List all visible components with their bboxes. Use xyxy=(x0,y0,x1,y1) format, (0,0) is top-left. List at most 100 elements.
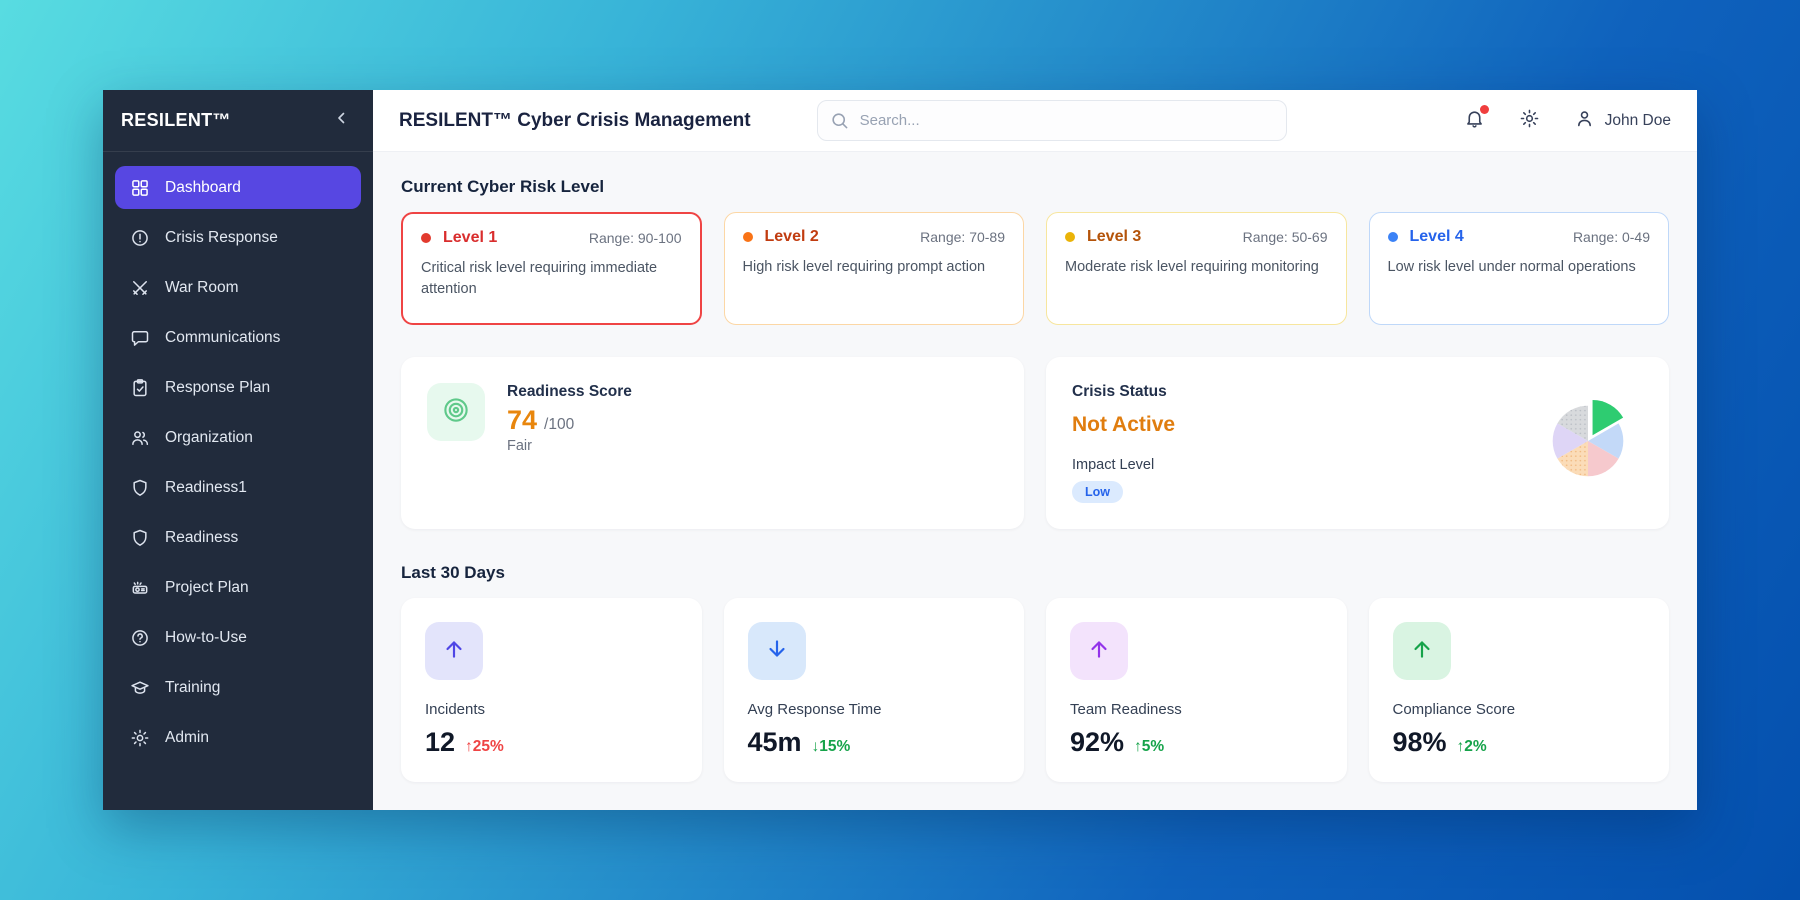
arrow-up-icon-tile xyxy=(425,622,483,680)
sidebar-item-label: Readiness xyxy=(165,528,239,546)
chat-bubble-icon xyxy=(129,327,150,348)
shield-icon xyxy=(129,527,150,548)
user-icon xyxy=(1574,108,1595,134)
arrow-up-icon xyxy=(1086,636,1112,667)
impact-level-badge: Low xyxy=(1072,481,1123,503)
gear-icon xyxy=(129,727,150,748)
settings-button[interactable] xyxy=(1519,108,1540,134)
level-description: High risk level requiring prompt action xyxy=(742,259,986,275)
arrow-up-icon xyxy=(441,636,467,667)
users-icon xyxy=(129,427,150,448)
sidebar-item-organization[interactable]: Organization xyxy=(115,416,361,459)
projector-icon xyxy=(129,577,150,598)
sidebar-item-how-to-use[interactable]: How-to-Use xyxy=(115,616,361,659)
metric-delta: ↑2% xyxy=(1456,738,1487,755)
metric-delta: ↑25% xyxy=(465,738,504,755)
level-description: Low risk level under normal operations xyxy=(1387,259,1636,275)
sidebar-collapse-button[interactable] xyxy=(333,109,351,132)
status-row: Readiness Score 74 /100 Fair Crisis Stat… xyxy=(401,357,1669,529)
metric-delta: ↓15% xyxy=(811,738,851,755)
sidebar-item-communications[interactable]: Communications xyxy=(115,316,361,359)
page-title: RESILENT™ Cyber Crisis Management xyxy=(399,109,751,131)
risk-level-grid: Level 1 Range: 90-100 Critical risk leve… xyxy=(401,212,1669,325)
arrow-up-icon-tile xyxy=(1070,622,1128,680)
arrow-down-icon-tile xyxy=(747,622,806,680)
app-window: RESILENT™ Dashboard Crisis Response xyxy=(103,90,1697,810)
sidebar-item-crisis-response[interactable]: Crisis Response xyxy=(115,216,361,259)
user-menu[interactable]: John Doe xyxy=(1574,108,1671,134)
sidebar: RESILENT™ Dashboard Crisis Response xyxy=(103,90,373,810)
readiness-rating: Fair xyxy=(507,438,532,454)
clipboard-check-icon xyxy=(129,377,150,398)
notifications-button[interactable] xyxy=(1464,104,1489,134)
header-actions: John Doe xyxy=(1464,104,1671,134)
level-name: Level 3 xyxy=(1087,228,1142,245)
level-name: Level 4 xyxy=(1409,228,1464,245)
metric-value: 98% xyxy=(1392,727,1447,757)
level-range: Range: 70-89 xyxy=(920,229,1005,245)
crisis-status-label: Crisis Status xyxy=(1072,383,1167,400)
sidebar-item-readiness[interactable]: Readiness xyxy=(115,516,361,559)
metric-card-avg-response-time[interactable]: Avg Response Time 45m ↓15% xyxy=(723,598,1024,782)
crossed-swords-icon xyxy=(129,277,150,298)
metric-label: Compliance Score xyxy=(1392,701,1516,718)
impact-pie-chart xyxy=(1547,399,1629,487)
shield-icon xyxy=(129,477,150,498)
level-range: Range: 90-100 xyxy=(588,230,682,246)
arrow-up-icon-tile xyxy=(1392,622,1451,680)
bell-icon xyxy=(1464,108,1485,134)
sidebar-nav: Dashboard Crisis Response War Room Commu… xyxy=(103,152,373,773)
risk-card-level-3[interactable]: Level 3 Range: 50-69 Moderate risk level… xyxy=(1046,212,1347,325)
level-description: Moderate risk level requiring monitoring xyxy=(1065,259,1319,275)
readiness-score-label: Readiness Score xyxy=(507,383,632,400)
metric-card-incidents[interactable]: Incidents 12 ↑25% xyxy=(401,598,702,782)
crisis-status-value: Not Active xyxy=(1072,413,1176,436)
help-circle-icon xyxy=(129,627,150,648)
metric-label: Incidents xyxy=(425,701,486,718)
sidebar-item-label: Response Plan xyxy=(165,378,271,396)
brand-logo: RESILENT™ xyxy=(121,110,231,130)
dashboard-content: Current Cyber Risk Level Level 1 Range: … xyxy=(373,152,1697,810)
arrow-up-icon xyxy=(1409,636,1435,667)
sidebar-item-project-plan[interactable]: Project Plan xyxy=(115,566,361,609)
level-name: Level 1 xyxy=(443,229,498,246)
metric-value: 45m xyxy=(747,727,802,757)
metrics-section-heading: Last 30 Days xyxy=(401,563,505,582)
search-box xyxy=(816,100,1287,141)
main-area: RESILENT™ Cyber Crisis Management xyxy=(373,90,1697,810)
gear-icon xyxy=(1519,108,1540,134)
level-description: Critical risk level requiring immediate … xyxy=(421,260,658,298)
sidebar-header: RESILENT™ xyxy=(103,90,373,152)
sidebar-item-war-room[interactable]: War Room xyxy=(115,266,361,309)
readiness-score-max: /100 xyxy=(544,416,575,433)
readiness-score-card[interactable]: Readiness Score 74 /100 Fair xyxy=(401,357,1024,529)
alert-circle-icon xyxy=(129,227,150,248)
level-dot xyxy=(742,232,753,242)
risk-card-level-4[interactable]: Level 4 Range: 0-49 Low risk level under… xyxy=(1368,212,1669,325)
target-icon-tile xyxy=(427,383,485,441)
sidebar-item-training[interactable]: Training xyxy=(115,666,361,709)
risk-card-level-1[interactable]: Level 1 Range: 90-100 Critical risk leve… xyxy=(401,212,702,325)
graduation-cap-icon xyxy=(129,677,150,698)
risk-card-level-2[interactable]: Level 2 Range: 70-89 High risk level req… xyxy=(723,212,1024,325)
level-dot xyxy=(1065,232,1075,242)
crisis-status-card[interactable]: Crisis Status Not Active Impact Level Lo… xyxy=(1046,357,1669,529)
sidebar-item-dashboard[interactable]: Dashboard xyxy=(115,166,361,209)
metric-value: 92% xyxy=(1070,727,1125,757)
metric-card-team-readiness[interactable]: Team Readiness 92% ↑5% xyxy=(1046,598,1347,782)
readiness-score-value: 74 xyxy=(507,405,538,435)
user-name: John Doe xyxy=(1604,111,1671,129)
sidebar-item-response-plan[interactable]: Response Plan xyxy=(115,366,361,409)
dashboard-grid-icon xyxy=(129,177,150,198)
sidebar-item-label: Training xyxy=(165,678,221,696)
sidebar-item-label: Communications xyxy=(165,328,281,346)
top-bar: RESILENT™ Cyber Crisis Management xyxy=(373,90,1697,152)
search-input[interactable] xyxy=(816,100,1287,141)
notification-dot xyxy=(1479,104,1489,114)
level-dot xyxy=(1387,232,1398,242)
metric-value: 12 xyxy=(425,727,456,757)
sidebar-item-label: Dashboard xyxy=(165,178,241,196)
metric-card-compliance-score[interactable]: Compliance Score 98% ↑2% xyxy=(1368,598,1669,782)
sidebar-item-readiness1[interactable]: Readiness1 xyxy=(115,466,361,509)
sidebar-item-admin[interactable]: Admin xyxy=(115,716,361,759)
